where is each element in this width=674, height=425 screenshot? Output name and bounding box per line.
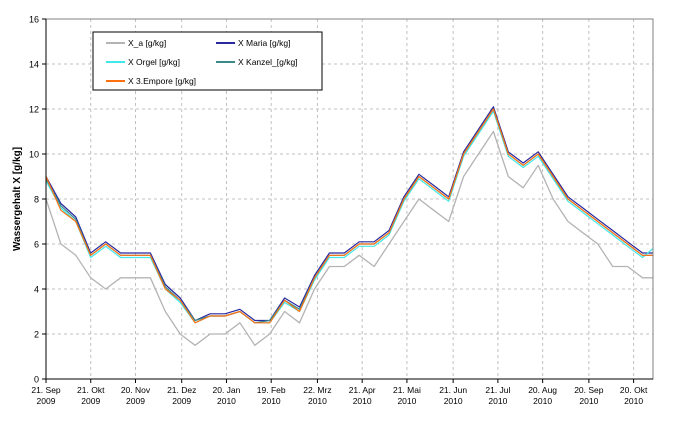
x-tick-label: 20. Nov (121, 385, 151, 395)
y-tick-label: 0 (34, 375, 39, 385)
x-tick-label: 19. Feb (257, 385, 286, 395)
legend: X_a [g/kg] X Maria [g/kg] X Orgel [g/kg] X … (92, 31, 323, 91)
grid (46, 19, 653, 379)
x-tick-label-year: 2010 (533, 396, 552, 406)
x-tick-label: 21. Okt (77, 385, 105, 395)
x-tick-label-year: 2010 (262, 396, 281, 406)
y-axis: 0 2 4 6 8 10 12 14 16 (29, 15, 47, 385)
y-tick-label: 2 (34, 330, 39, 340)
legend-label: X Maria [g/kg] (238, 38, 290, 48)
x-tick-label: 20. Sep (574, 385, 604, 395)
x-tick-label: 20. Aug (528, 385, 557, 395)
y-tick-label: 10 (29, 150, 39, 160)
y-tick-label: 16 (29, 15, 39, 25)
x-tick-label: 21. Apr (349, 385, 376, 395)
x-tick-label: 21. Dez (167, 385, 196, 395)
x-tick-label: 21. Mai (393, 385, 421, 395)
x-tick-label-year: 2009 (172, 396, 191, 406)
y-tick-label: 12 (29, 105, 39, 115)
y-axis-label: Wassergehalt X [g/kg] (12, 147, 23, 251)
x-tick-label: 22. Mrz (303, 385, 331, 395)
x-tick-label-year: 2010 (624, 396, 643, 406)
x-tick-label: 20. Jan (213, 385, 241, 395)
legend-label: X Kanzel_[g/kg] (238, 57, 298, 67)
series-line (45, 108, 653, 324)
legend-label: X 3.Empore [g/kg] (128, 76, 196, 86)
x-tick-label: 21. Sep (31, 385, 61, 395)
legend-label: X Orgel [g/kg] (128, 57, 180, 67)
x-tick-label-year: 2010 (308, 396, 327, 406)
y-tick-label: 4 (34, 285, 39, 295)
series-line (45, 108, 653, 324)
legend-label: X_a [g/kg] (128, 38, 166, 48)
y-tick-label: 14 (29, 60, 39, 70)
x-tick-label: 20. Okt (620, 385, 648, 395)
x-tick-label-year: 2010 (353, 396, 372, 406)
series-line (45, 106, 653, 322)
series-line (45, 130, 653, 346)
x-tick-label-year: 2010 (488, 396, 507, 406)
series-lines (45, 106, 654, 346)
series-line (45, 110, 654, 324)
x-tick-label: 21. Jun (439, 385, 467, 395)
x-tick-label-year: 2009 (126, 396, 145, 406)
x-tick-label-year: 2010 (579, 396, 598, 406)
x-tick-label-year: 2010 (444, 396, 463, 406)
y-tick-label: 8 (34, 195, 39, 205)
x-tick-label: 21. Jul (485, 385, 510, 395)
x-tick-label-year: 2009 (81, 396, 100, 406)
x-tick-label-year: 2010 (397, 396, 416, 406)
x-tick-label-year: 2009 (37, 396, 56, 406)
y-tick-label: 6 (34, 240, 39, 250)
x-tick-label-year: 2010 (217, 396, 236, 406)
